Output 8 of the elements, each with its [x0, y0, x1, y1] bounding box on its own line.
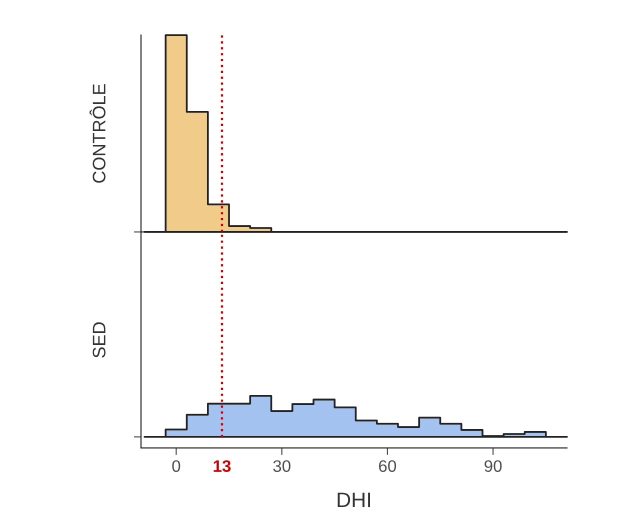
x-tick-label: 60: [379, 460, 396, 472]
y-axis-title: SED: [92, 322, 106, 358]
y-axis-title: CONTRÔLE: [90, 84, 106, 183]
x-tick-label: 13: [214, 460, 231, 472]
x-axis-title: DHI: [338, 492, 370, 508]
x-tick-label: 0: [172, 460, 180, 472]
x-tick-label: 90: [484, 460, 502, 472]
x-tick-label: 30: [273, 460, 290, 472]
